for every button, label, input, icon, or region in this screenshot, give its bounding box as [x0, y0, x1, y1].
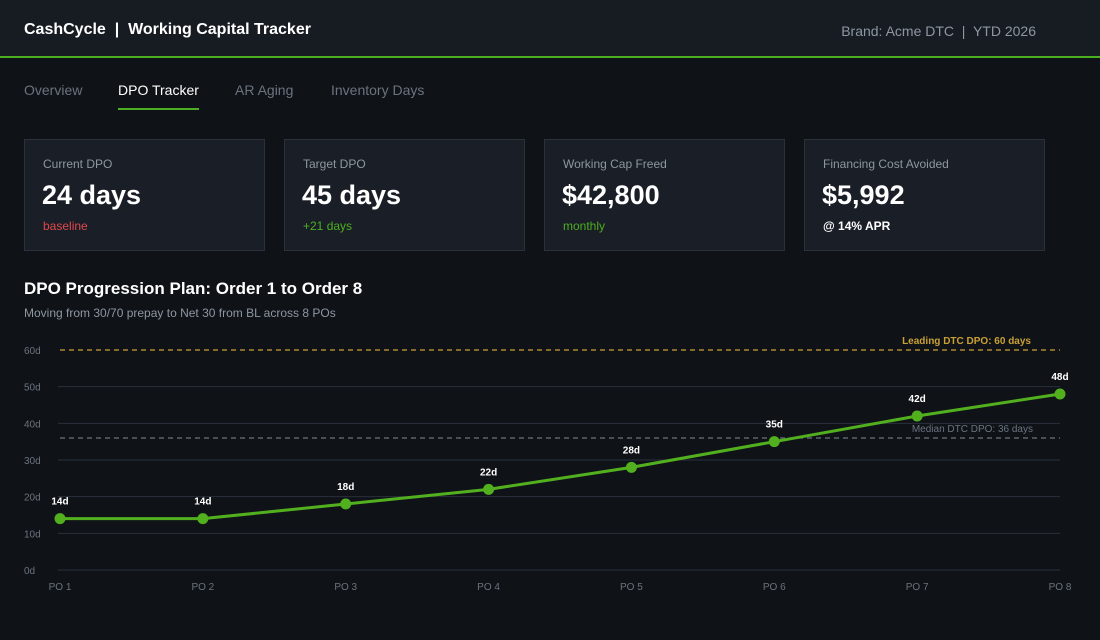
data-point — [911, 410, 923, 422]
kpi-label: Target DPO — [303, 157, 366, 171]
brand-period-info: Brand: Acme DTC | YTD 2026 — [841, 23, 1036, 39]
kpi-value: $42,800 — [562, 180, 660, 210]
y-tick-label: 60d — [24, 346, 41, 357]
kpi-label: Current DPO — [43, 157, 113, 171]
kpi-card-target-dpo: Target DPO 45 days +21 days — [284, 139, 525, 251]
kpi-value: 24 days — [42, 180, 142, 210]
data-point — [768, 436, 780, 448]
y-tick-label: 20d — [24, 493, 41, 504]
y-tick-label: 0d — [24, 566, 35, 577]
dpo-line-chart: 0d 10d 20d 30d 40d 50d 60d Leading DTC DPO: 60 … — [24, 336, 1072, 593]
kpi-sub: @ 14% APR — [823, 219, 891, 233]
app-title: CashCycle | Working Capital Tracker — [24, 21, 311, 38]
y-tick-label: 50d — [24, 383, 41, 394]
top-bar: CashCycle | Working Capital Tracker Bran… — [0, 0, 1100, 58]
data-point — [54, 513, 66, 525]
reference-line-label: Leading DTC DPO: 60 days — [902, 336, 1031, 347]
data-label: 35d — [766, 420, 783, 431]
x-tick-label: PO 7 — [906, 582, 929, 593]
reference-line-label: Median DTC DPO: 36 days — [912, 424, 1033, 435]
data-point — [340, 498, 352, 510]
kpi-label: Working Cap Freed — [563, 157, 667, 171]
data-label: 42d — [909, 394, 926, 405]
tab-overview[interactable]: Overview — [24, 82, 83, 98]
tab-ar-aging[interactable]: AR Aging — [235, 82, 294, 98]
chart-subtitle: Moving from 30/70 prepay to Net 30 from … — [24, 306, 336, 320]
x-tick-label: PO 6 — [763, 582, 786, 593]
kpi-sub: baseline — [43, 219, 88, 233]
data-point — [197, 513, 209, 525]
x-tick-label: PO 5 — [620, 582, 643, 593]
x-tick-label: PO 1 — [49, 582, 72, 593]
kpi-value: $5,992 — [822, 180, 905, 210]
kpi-label: Financing Cost Avoided — [823, 157, 949, 171]
y-tick-label: 10d — [24, 529, 41, 540]
data-label: 14d — [194, 497, 211, 508]
data-point — [483, 483, 495, 495]
tab-dpo-tracker[interactable]: DPO Tracker — [118, 82, 199, 110]
y-tick-label: 30d — [24, 456, 41, 467]
kpi-sub: +21 days — [303, 219, 353, 233]
kpi-sub: monthly — [563, 219, 606, 233]
kpi-card-current-dpo: Current DPO 24 days baseline — [24, 139, 265, 251]
tab-inventory-days[interactable]: Inventory Days — [331, 82, 425, 98]
x-tick-label: PO 2 — [191, 582, 214, 593]
y-tick-label: 40d — [24, 419, 41, 430]
kpi-card-working-cap-freed: Working Cap Freed $42,800 monthly — [544, 139, 785, 251]
x-tick-label: PO 3 — [334, 582, 357, 593]
series-line — [60, 392, 1061, 521]
data-label: 18d — [337, 482, 354, 493]
kpi-value: 45 days — [302, 180, 402, 210]
kpi-card-financing-cost-avoided: Financing Cost Avoided $5,992 @ 14% APR — [804, 139, 1045, 251]
data-label: 28d — [623, 445, 640, 456]
x-tick-label: PO 8 — [1049, 582, 1072, 593]
x-tick-label: PO 4 — [477, 582, 500, 593]
data-label: 48d — [1051, 372, 1068, 383]
data-label: 14d — [51, 497, 68, 508]
chart-title: DPO Progression Plan: Order 1 to Order 8 — [24, 279, 363, 298]
data-label: 22d — [480, 467, 497, 478]
data-point — [1054, 388, 1066, 400]
data-point — [625, 461, 637, 473]
